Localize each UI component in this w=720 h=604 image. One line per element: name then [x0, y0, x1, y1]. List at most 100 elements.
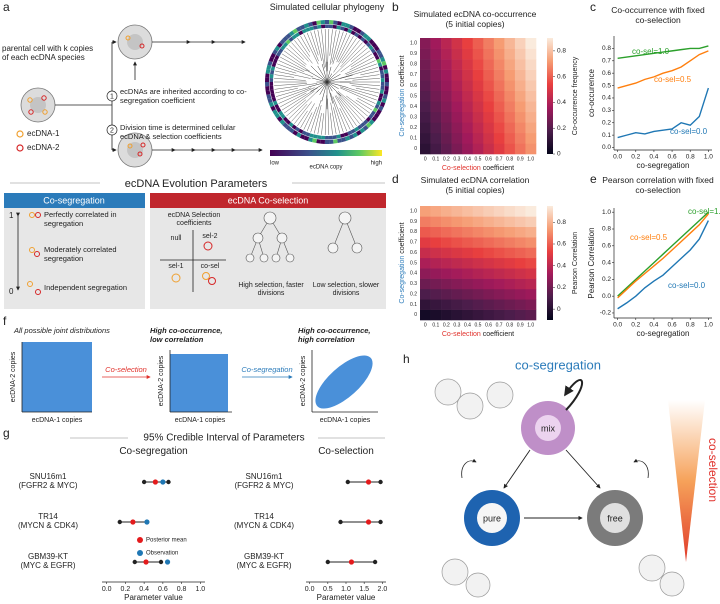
phylogeny-ring: [363, 39, 369, 45]
heatmap-cell: [493, 206, 505, 217]
x-tick-label: 0.1: [432, 322, 439, 328]
phylogeny-ring: [379, 89, 384, 94]
colorbar-tick-label: 0.2: [557, 125, 566, 132]
heatmap-cell: [514, 48, 526, 60]
x-tick-label: 0.3: [453, 156, 460, 162]
heatmap-cell: [420, 216, 431, 228]
phylogeny-branch: [336, 92, 363, 122]
phylogeny-ring: [282, 116, 289, 122]
y-tick-label: 0.3: [410, 281, 417, 287]
g-title: 95% Credible Interval of Parameters: [143, 433, 304, 444]
heatmap-cell: [472, 59, 484, 70]
phylogeny-branch: [341, 40, 360, 64]
x-axis-label: co-segregation: [637, 329, 690, 338]
heatmap-cell: [472, 143, 484, 155]
table-cell: sel-2: [202, 233, 217, 240]
table-cell: co-sel: [201, 263, 220, 270]
phylogeny-ring: [381, 97, 387, 104]
heatmap-cell: [504, 38, 516, 49]
heatmap-cell: [483, 122, 495, 134]
step-number: 2: [110, 127, 114, 134]
y-tick-label: 0.8: [410, 229, 417, 235]
phylogeny-ring: [265, 82, 270, 87]
x-tick-label: 0.2: [631, 322, 640, 329]
panel-label: f: [3, 314, 7, 328]
heatmap-cell: [441, 309, 452, 321]
heatmap-cell: [441, 69, 452, 81]
heatmap-cell: [462, 278, 474, 290]
phylogeny-branch: [306, 107, 318, 132]
phylogeny-ring: [360, 36, 366, 42]
heatmap-cell: [462, 206, 474, 217]
phylogeny-ring: [333, 139, 338, 144]
heatmap-cell: [420, 237, 431, 248]
y-tick-label: 0.5: [602, 82, 611, 89]
heatmap-cell: [451, 122, 463, 134]
heatmap-cell: [420, 309, 431, 321]
heatmap-cell: [451, 247, 463, 259]
heatmap-cell: [430, 122, 442, 134]
heatmap-cell: [504, 48, 516, 60]
heatmap-cell: [451, 38, 463, 49]
phylogeny-ring: [299, 134, 306, 140]
phylogeny-ring: [380, 85, 385, 91]
chart-title: Pearson correlation with fixed co-select…: [602, 175, 714, 195]
colorbar-tick-label: 0.4: [557, 99, 566, 106]
heatmap-cell: [493, 80, 505, 92]
y-tick-label: 0.6: [410, 83, 417, 89]
phylogeny-branch: [274, 74, 295, 78]
panel-f-drawing: [21, 342, 378, 413]
interval-end: [158, 559, 164, 565]
heatmap-cell: [525, 257, 537, 269]
x-tick-label: 0.2: [121, 586, 131, 593]
phylogeny-ring: [265, 86, 270, 91]
phylogeny-ring: [291, 124, 297, 130]
heatmap-cell: [483, 257, 495, 269]
heatmap-cell: [483, 90, 495, 102]
x-tick-label: 0.4: [649, 322, 658, 329]
heatmap-cell: [420, 59, 431, 70]
heatmap-cell: [514, 299, 526, 310]
heatmap-cell: [430, 80, 442, 92]
panel-label: e: [590, 172, 597, 186]
phylogeny-ring: [288, 30, 295, 37]
phylogeny-ring: [324, 135, 330, 140]
phylogeny-branch: [335, 95, 357, 127]
axis-label-part: Co-segregation: [399, 89, 406, 137]
y-tick-label: 0.6: [602, 70, 611, 77]
phylogeny-branch: [311, 77, 328, 83]
legend-marker: [137, 537, 143, 543]
phylogeny-ring: [343, 27, 349, 32]
heatmap-cell: [514, 226, 526, 238]
phylogeny-ring: [299, 24, 306, 30]
heatmap-cell: [462, 38, 474, 49]
phylogeny-ring: [282, 122, 289, 129]
phylogeny-ring: [265, 77, 270, 82]
phylogeny-branch: [330, 112, 333, 135]
heatmap-cell: [420, 122, 431, 134]
phylogeny-branch: [326, 81, 339, 89]
phylogeny-ring: [320, 20, 325, 25]
colorbar-label: Co-occurrence frequency: [572, 56, 579, 135]
heatmap-cell: [504, 59, 516, 70]
y-tick-label: 0.8: [602, 226, 611, 233]
h-coselection: co-selection: [706, 438, 720, 502]
phylogeny-ring: [324, 24, 330, 29]
phylogeny-branch: [316, 81, 328, 93]
heatmap-cell: [472, 268, 484, 279]
axis-label-part: coefficient: [481, 165, 514, 172]
phylogeny-branch: [330, 92, 344, 133]
heatmap-cell: [441, 226, 452, 238]
heatmap-cell: [430, 38, 442, 49]
interval-end: [345, 479, 351, 485]
parental-text: parental cell with k copies of each ecDN…: [2, 44, 94, 63]
y-tick-label: 0.3: [410, 114, 417, 120]
phylogeny-ring: [336, 25, 341, 30]
phylogeny-branch: [324, 95, 327, 135]
phylogeny-ring: [379, 70, 384, 75]
phylogeny-ring: [278, 110, 284, 116]
y-tick-label: -0.2: [600, 310, 612, 317]
heatmap-cell: [430, 90, 442, 102]
heatmap-cell: [420, 69, 431, 81]
